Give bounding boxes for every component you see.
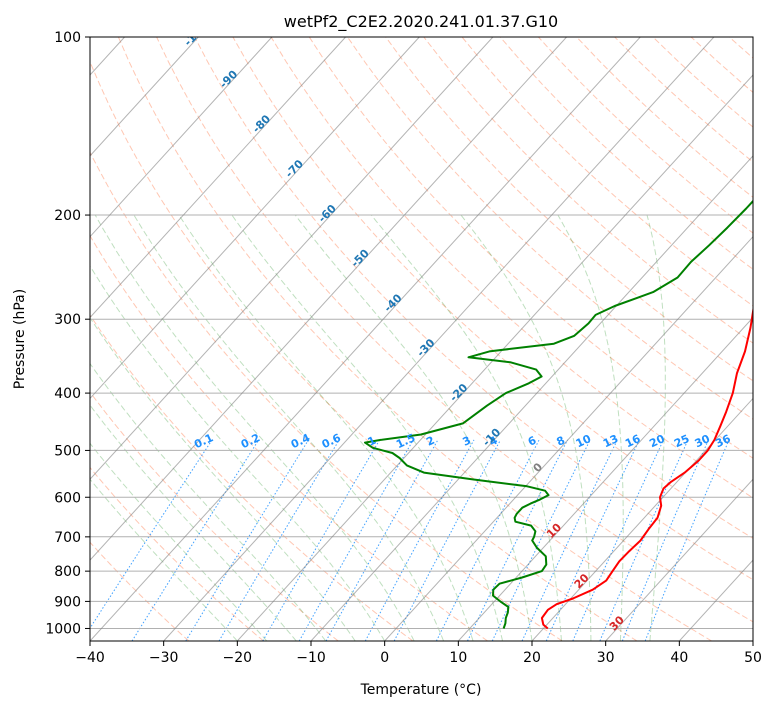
moist-adiabat — [90, 404, 297, 641]
mixing-ratio-line — [644, 439, 730, 641]
dry-adiabat — [90, 234, 488, 641]
isotherm-label: -100 — [181, 20, 210, 49]
mixing-ratio-line — [393, 439, 501, 641]
dry-adiabat — [461, 37, 753, 307]
isotherm-line — [90, 37, 494, 481]
moist-adiabat — [557, 214, 624, 641]
moist-adiabat — [231, 214, 503, 641]
moist-adiabat — [90, 442, 268, 641]
mixing-ratio-line — [491, 439, 591, 641]
isotherm-line — [605, 478, 753, 641]
dry-adiabat — [90, 151, 563, 641]
isotherm-line — [90, 37, 420, 400]
x-tick-label: 0 — [380, 650, 389, 666]
moist-adiabat — [90, 316, 356, 641]
x-tick-label: 10 — [449, 650, 467, 666]
y-tick-label: 600 — [54, 490, 81, 506]
moist-adiabat — [460, 214, 592, 641]
dry-adiabat — [194, 37, 753, 581]
dewpoint-profile-line — [364, 199, 753, 629]
isotherm-line — [163, 37, 715, 641]
y-tick-label: 900 — [54, 594, 81, 610]
x-tick-label: 30 — [597, 650, 615, 666]
x-tick-label: 50 — [744, 650, 762, 666]
mixing-ratio-line — [262, 439, 381, 641]
moist-adiabat — [646, 214, 666, 641]
y-tick-label: 400 — [54, 386, 81, 402]
isotherm-line — [531, 397, 753, 641]
moist-adiabat — [133, 214, 445, 641]
x-tick-label: −20 — [223, 650, 253, 666]
x-tick-label: −10 — [296, 650, 326, 666]
y-tick-label: 800 — [54, 564, 81, 580]
mixing-ratio-label: 36 — [713, 432, 733, 450]
mixing-ratio-line — [185, 439, 309, 641]
isotherm-line — [384, 235, 753, 641]
dry-adiabat — [90, 466, 264, 641]
temperature-profile-line — [540, 305, 753, 630]
dry-adiabat — [156, 37, 753, 623]
mixing-ratio-line — [467, 439, 569, 641]
isotherm-line — [90, 37, 567, 561]
dry-adiabat — [385, 37, 753, 382]
x-tick-label: −30 — [149, 650, 179, 666]
moist-adiabat — [294, 214, 533, 641]
y-tick-label: 200 — [54, 208, 81, 224]
moist-adiabat — [178, 214, 474, 641]
isotherm-line — [90, 37, 199, 157]
mixing-ratio-line — [90, 439, 213, 630]
mixing-ratio-label: 13 — [601, 432, 620, 450]
isotherm-line — [90, 37, 346, 319]
profile-series — [364, 199, 753, 630]
mixing-ratio-line — [364, 439, 475, 641]
plot-frame — [89, 36, 754, 642]
chart-title: wetPf2_C2E2.2020.241.01.37.G10 — [284, 12, 558, 32]
mixing-ratio-label: 20 — [647, 432, 667, 450]
x-axis-ticks: −40 −30 −20 −10 0 10 20 30 40 50 — [75, 641, 762, 666]
moist-adiabat — [90, 478, 238, 641]
moist-adiabat — [90, 362, 327, 641]
y-tick-label: 300 — [54, 312, 81, 328]
mixing-ratio-label: 10 — [574, 432, 594, 450]
x-tick-label: 40 — [670, 650, 688, 666]
dry-adiabat — [90, 391, 339, 641]
mixing-ratio-line — [572, 439, 664, 641]
dry-adiabat — [270, 37, 753, 499]
y-tick-label: 700 — [54, 530, 81, 546]
dry-adiabat — [347, 37, 753, 420]
isotherm-line — [90, 37, 641, 641]
mixing-ratio-label: 30 — [693, 432, 713, 450]
mixing-ratio-line — [131, 439, 260, 641]
mixing-ratio-label: 25 — [672, 432, 691, 450]
mixing-ratio-line — [621, 439, 709, 641]
y-tick-label: 1000 — [45, 621, 81, 637]
y-tick-label: 100 — [54, 30, 81, 46]
x-axis-title: Temperature (°C) — [360, 682, 482, 698]
isotherm-line — [457, 316, 753, 641]
isotherm-line — [310, 155, 753, 641]
y-axis-title: Pressure (hPa) — [12, 289, 28, 389]
mixing-ratio-line — [218, 439, 340, 641]
y-axis-ticks: 1000 900 800 700 600 500 400 300 200 100 — [45, 30, 90, 637]
isotherm-line — [90, 37, 273, 238]
isotherms — [90, 37, 753, 641]
moist-adiabats — [90, 214, 666, 641]
moist-adiabat — [94, 214, 415, 641]
x-tick-label: −40 — [75, 650, 105, 666]
isotherm-line — [236, 74, 753, 641]
mixing-ratio-label: 16 — [623, 432, 643, 450]
y-tick-label: 500 — [54, 443, 81, 459]
plot-area: 0.10.20.40.611.52346810131620253036-100-… — [90, 20, 753, 641]
x-tick-label: 20 — [523, 650, 541, 666]
moist-adiabat — [90, 265, 386, 641]
